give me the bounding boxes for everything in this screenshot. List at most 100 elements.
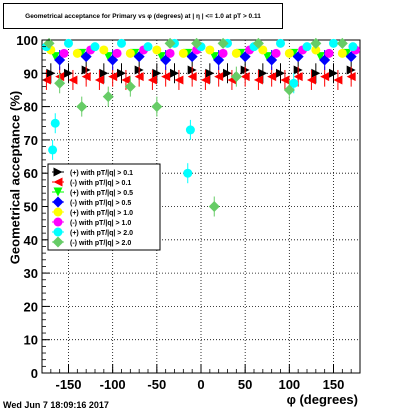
data-point [52, 236, 64, 248]
data-point [258, 45, 268, 55]
data-point [337, 48, 347, 58]
data-point [267, 72, 277, 82]
data-point [276, 68, 285, 78]
data-point [152, 68, 162, 78]
data-point [258, 68, 268, 78]
y-axis-label: Geometrical acceptance (%) [7, 90, 23, 265]
data-point [217, 37, 229, 49]
data-point [214, 72, 224, 82]
legend-box [47, 163, 161, 251]
data-point [240, 72, 250, 82]
axes-layer: 0 10 20 30 40 50 60 70 80 90 100 -150 -100 -50 0 50 100 1… [16, 33, 352, 392]
data-point [320, 72, 330, 82]
data-point [187, 72, 197, 82]
legend-entry: (-) with pT/|q| > 1.0 [70, 220, 131, 227]
data-point [315, 52, 325, 62]
data-point [333, 75, 343, 85]
data-point [64, 68, 73, 78]
x-axis-label: φ (degrees) [286, 392, 358, 407]
data-point [43, 37, 55, 49]
data-point [289, 78, 299, 88]
data-point [53, 207, 63, 217]
data-point [231, 48, 241, 58]
series-layer [41, 37, 361, 217]
legend-entry: (+) with pT/|q| > 1.0 [70, 210, 133, 217]
data-point [99, 68, 109, 78]
data-point [156, 52, 166, 62]
x-tick-label: -50 [147, 377, 166, 392]
data-point [223, 68, 232, 78]
data-point [164, 37, 176, 49]
data-point [329, 38, 338, 48]
data-point [293, 72, 303, 82]
x-tick-label: 150 [323, 377, 345, 392]
data-point [151, 101, 163, 113]
legend-entry: (+) with pT/|q| > 0.5 [70, 190, 133, 197]
data-point [53, 167, 63, 177]
series [59, 45, 361, 58]
data-point [170, 68, 179, 78]
data-point [252, 37, 264, 49]
data-point [178, 48, 188, 58]
data-point [124, 81, 136, 93]
data-point [108, 72, 118, 82]
data-point [147, 75, 157, 85]
data-point [283, 84, 295, 96]
data-point [329, 68, 338, 78]
data-point [72, 48, 82, 58]
data-point [121, 75, 131, 85]
legend: (+) with pT/|q| > 0.1 (-) with pT/|q| > 0… [47, 163, 161, 251]
x-tick-label: -100 [100, 377, 126, 392]
series [43, 37, 348, 217]
data-point [209, 52, 219, 62]
data-point [310, 37, 322, 49]
y-tick-label: 20 [24, 299, 38, 314]
data-point [311, 68, 321, 78]
data-point [41, 75, 51, 85]
data-point [348, 42, 358, 52]
data-point [280, 75, 290, 85]
data-point [53, 177, 63, 187]
y-tick-label: 60 [24, 166, 38, 181]
data-point [117, 68, 126, 78]
data-point [125, 48, 135, 58]
data-point [152, 45, 162, 55]
legend-entry: (+) with pT/|q| > 2.0 [70, 230, 133, 237]
data-point [46, 68, 56, 78]
data-point [102, 91, 114, 103]
data-point [64, 38, 73, 48]
data-point [200, 75, 210, 85]
data-point [103, 52, 113, 62]
legend-entry: (+) with pT/|q| > 0.1 [70, 170, 133, 177]
data-point [53, 187, 63, 197]
x-tick-label: 50 [238, 377, 252, 392]
data-point [284, 48, 294, 58]
y-tick-label: 50 [24, 200, 38, 215]
data-point [218, 48, 228, 58]
data-point [53, 227, 63, 237]
data-point [161, 72, 171, 82]
data-point [183, 168, 193, 178]
data-point [174, 75, 184, 85]
data-point [230, 71, 242, 83]
data-point [205, 68, 215, 78]
data-point [99, 45, 109, 55]
y-tick-label: 100 [16, 33, 38, 48]
y-tick-label: 0 [31, 366, 38, 381]
data-point [185, 125, 195, 135]
data-point [68, 75, 78, 85]
y-tick-label: 90 [24, 66, 38, 81]
y-tick-label: 10 [24, 333, 38, 348]
data-point [253, 75, 263, 85]
y-tick-label: 70 [24, 133, 38, 148]
data-point [53, 217, 63, 227]
legend-entry: (-) with pT/|q| > 0.1 [70, 180, 131, 187]
data-point [191, 37, 203, 49]
data-point [324, 48, 334, 58]
data-point [165, 48, 175, 58]
data-point [52, 196, 64, 208]
y-tick-label: 30 [24, 266, 38, 281]
data-point [205, 45, 215, 55]
data-point [112, 48, 122, 58]
data-point [208, 201, 220, 212]
